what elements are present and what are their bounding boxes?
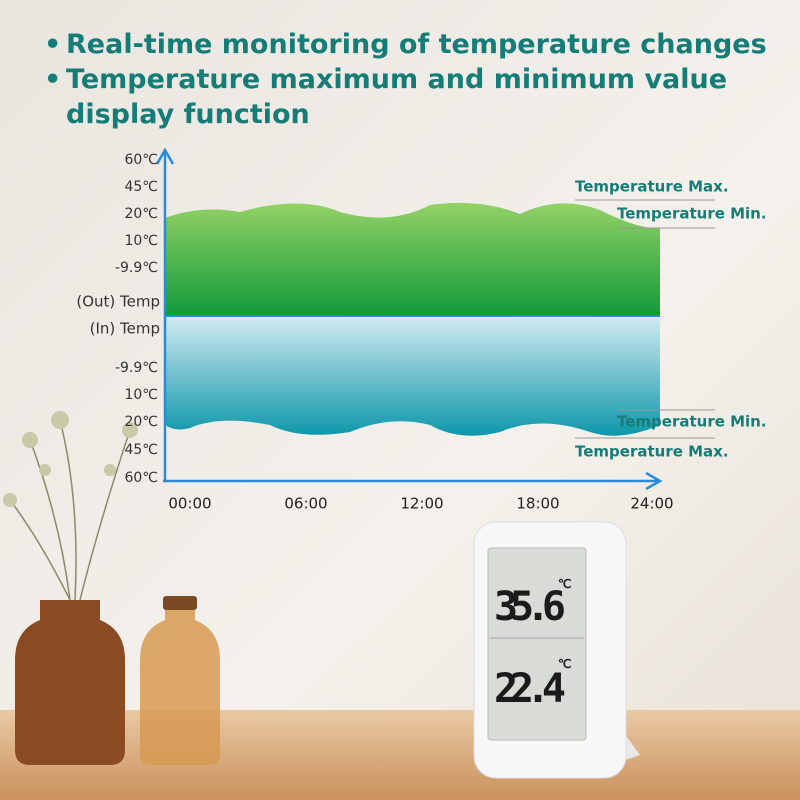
- out-label: (Out) Temp: [76, 293, 160, 311]
- y-label: -9.9℃: [115, 360, 158, 376]
- vase: [15, 600, 125, 765]
- y-label: 60℃: [124, 470, 158, 486]
- outdoor-unit: ℃: [558, 577, 571, 591]
- y-label: 60℃: [124, 152, 158, 168]
- annotation-lines: [575, 199, 715, 439]
- bottle-cap: [163, 596, 197, 610]
- y-label: 10℃: [124, 233, 158, 249]
- bullet: • Temperature maximum and minimum value d…: [44, 64, 728, 130]
- annotation: Temperature Min.: [617, 205, 767, 223]
- y-label: 10℃: [124, 387, 158, 403]
- axes: [155, 147, 663, 491]
- x-label: 00:00: [168, 495, 211, 513]
- x-label: 24:00: [630, 495, 673, 513]
- y-label: 20℃: [124, 206, 158, 222]
- x-label: 12:00: [400, 495, 443, 513]
- y-label: 45℃: [124, 442, 158, 458]
- plant: [9, 419, 131, 601]
- x-label: 18:00: [516, 495, 559, 513]
- y-label: 45℃: [124, 179, 158, 195]
- out-area: [165, 202, 660, 315]
- plant-flowers: [3, 411, 138, 507]
- bottle: [140, 598, 220, 765]
- outdoor-reading: 35.6: [494, 584, 566, 630]
- in-label: (In) Temp: [90, 320, 160, 338]
- bullet-text: Temperature maximum and minimum value di…: [66, 64, 728, 130]
- annotation: Temperature Max.: [575, 443, 729, 461]
- screen: [487, 547, 587, 741]
- indoor-unit: ℃: [558, 657, 571, 671]
- x-label: 06:00: [284, 495, 327, 513]
- bullet: • Real-time monitoring of temperature cha…: [44, 29, 767, 60]
- bullet-text: Real-time monitoring of temperature chan…: [66, 29, 767, 60]
- y-label: -9.9℃: [115, 260, 158, 276]
- annotation: Temperature Max.: [575, 178, 729, 196]
- annotation: Temperature Min.: [617, 413, 767, 431]
- table: [0, 710, 800, 800]
- in-area: [165, 318, 660, 436]
- y-label: 20℃: [124, 414, 158, 430]
- indoor-reading: 22.4: [494, 666, 566, 712]
